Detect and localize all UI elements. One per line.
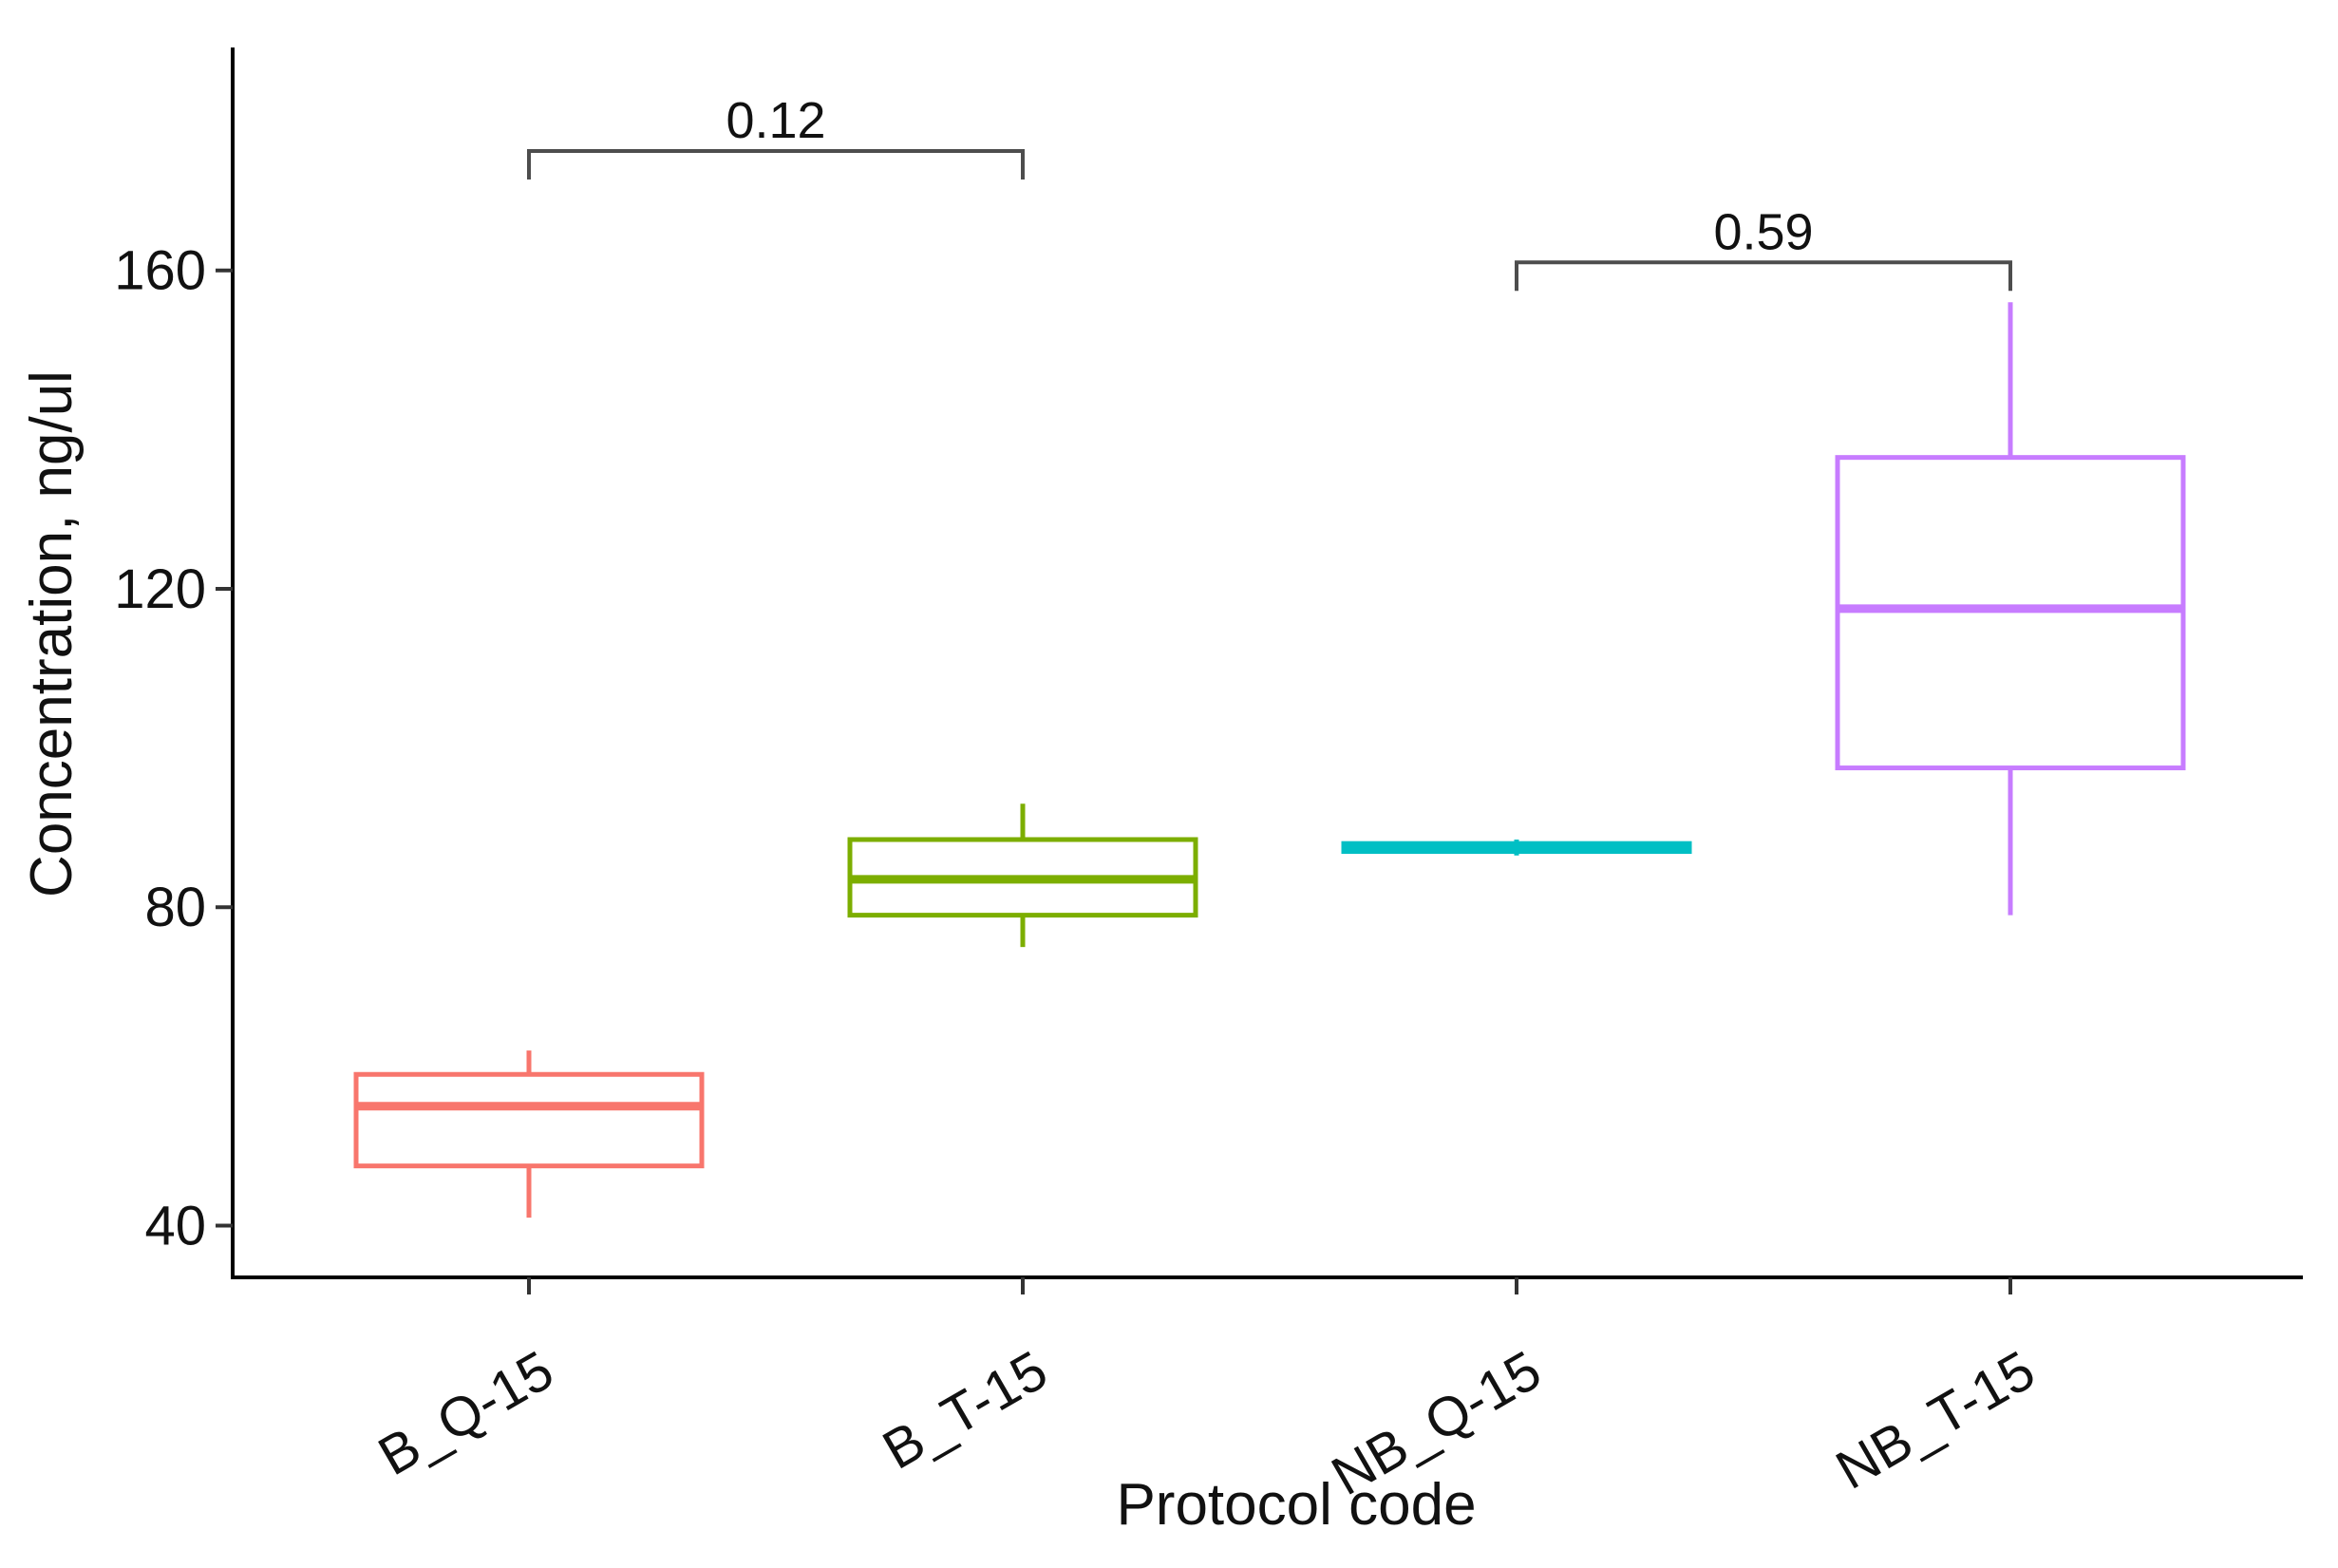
box-NB_T-15 [1835,302,2186,916]
x-axis-title: Protocol code [1116,1472,1476,1538]
plot-area: 0.12 0.59 [353,92,2186,1219]
x-tick-label: NB_T-15 [1826,1339,2046,1502]
comparison-bracket: 0.12 [527,92,1025,179]
p-value-label: 0.59 [1713,203,1813,260]
y-tick-label: 160 [114,240,206,302]
comparison-brackets: 0.12 0.59 [527,92,2012,292]
box-B_Q-15 [353,1050,705,1219]
bracket-line [1515,260,2012,292]
y-tick-label: 120 [114,558,206,620]
y-axis: 40 80 120 160 [114,47,235,1277]
box-iqr [353,1071,705,1169]
x-tick-label: B_T-15 [873,1339,1057,1482]
bracket-line [527,148,1025,179]
x-tick-label: B_Q-15 [368,1339,564,1487]
comparison-bracket: 0.59 [1515,203,2012,292]
y-tick-label: 40 [144,1196,206,1257]
boxes-layer [353,302,2186,1219]
box-NB_Q-15 [1341,839,1692,856]
box-B_T-15 [847,803,1198,948]
y-axis-title: Concentration, ng/ul [19,370,85,897]
y-tick-label: 80 [144,877,206,938]
p-value-label: 0.12 [726,92,825,149]
y-ticks: 40 80 120 160 [114,240,233,1257]
